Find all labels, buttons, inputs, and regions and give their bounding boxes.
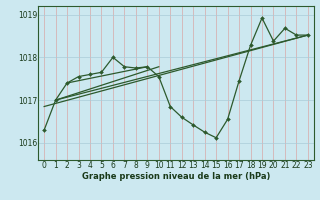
X-axis label: Graphe pression niveau de la mer (hPa): Graphe pression niveau de la mer (hPa) [82, 172, 270, 181]
